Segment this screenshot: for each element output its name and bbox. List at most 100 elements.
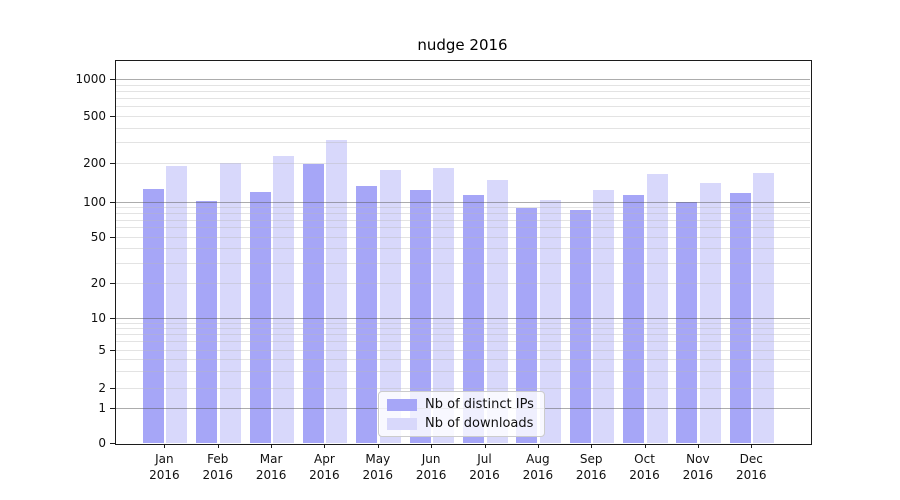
x-tick-label: Jul 2016 [469,452,500,482]
y-tick-label: 2 [98,381,106,396]
bar-aug-2016-downloads [539,200,561,443]
x-tick-mark [217,444,219,448]
y-tick-mark [110,388,115,390]
x-tick-label: Dec 2016 [735,452,767,482]
gridline-minor [115,84,810,86]
x-tick-label: Aug 2016 [522,452,554,482]
bar-mar-2016-distinct-ips [249,191,271,443]
bar-may-2016-downloads [379,169,401,443]
x-tick-label: Jun 2016 [415,452,447,482]
legend: Nb of distinct IPs Nb of downloads [378,391,545,437]
y-tick-label: 20 [90,276,106,291]
gridline-minor [115,349,810,351]
y-tick-mark [110,349,115,351]
bar-dec-2016-distinct-ips [729,192,751,443]
bar-dec-2016-downloads [753,172,775,443]
x-tick-mark [591,444,593,448]
y-tick-label: 10 [90,311,106,326]
x-tick-mark [377,444,379,448]
y-tick-label: 5 [98,342,106,357]
x-tick-mark [324,444,326,448]
bar-jan-2016-distinct-ips [142,189,164,443]
x-tick-mark [164,444,166,448]
y-tick-mark [110,283,115,285]
bar-nov-2016-downloads [699,182,721,443]
x-tick-label: Nov 2016 [682,452,714,482]
bar-sep-2016-downloads [593,190,615,443]
gridline-minor [115,248,810,250]
x-tick-label: Oct 2016 [629,452,660,482]
y-tick-mark [110,116,115,117]
x-tick-mark [751,444,753,448]
bar-mar-2016-downloads [273,156,295,443]
x-tick-mark [271,444,273,448]
legend-item-distinct-ips: Nb of distinct IPs [379,397,544,412]
bar-aug-2016-distinct-ips [516,207,538,443]
bar-jun-2016-distinct-ips [409,190,431,443]
bar-feb-2016-distinct-ips [196,200,218,443]
y-tick-mark [110,201,115,203]
gridline-minor [115,127,810,129]
gridline-major [115,201,810,203]
x-tick-mark [644,444,646,448]
x-tick-label: Jan 2016 [149,452,180,482]
x-tick-label: May 2016 [362,452,394,482]
bar-apr-2016-downloads [326,140,348,443]
gridline-minor [115,323,810,325]
y-tick-mark [110,408,115,410]
gridline-minor [115,283,810,285]
bar-oct-2016-downloads [646,174,668,443]
x-tick-label: Mar 2016 [255,452,287,482]
gridline-minor [115,371,810,373]
y-tick-mark [110,318,115,320]
gridline-minor [115,212,810,214]
bar-apr-2016-distinct-ips [302,163,324,443]
gridline-major [115,79,810,80]
bar-jan-2016-downloads [166,166,188,443]
x-tick-label: Apr 2016 [309,452,340,482]
gridline-major [115,318,810,320]
y-tick-mark [110,79,115,80]
gridline-minor [115,341,810,343]
bar-jul-2016-downloads [486,179,508,443]
y-tick-label: 200 [83,156,106,171]
y-tick-label: 1000 [75,72,106,86]
bar-nov-2016-distinct-ips [676,201,698,443]
x-tick-label: Sep 2016 [575,452,607,482]
y-tick-mark [110,163,115,165]
legend-item-downloads: Nb of downloads [379,416,544,431]
bar-sep-2016-distinct-ips [569,209,591,443]
x-tick-mark [484,444,486,448]
legend-swatch-distinct-ips [387,398,417,411]
x-tick-mark [431,444,433,448]
x-tick-mark [697,444,699,448]
gridline-minor [115,227,810,229]
legend-label-distinct-ips: Nb of distinct IPs [425,397,534,412]
y-tick-label: 50 [90,229,106,244]
gridline-minor [115,334,810,336]
chart-title: nudge 2016 [417,36,508,54]
x-tick-label: Feb 2016 [202,452,234,482]
bar-jun-2016-downloads [433,167,455,443]
y-tick-label: 0 [98,436,106,450]
gridline-minor [115,116,810,117]
gridline-minor [115,206,810,208]
bar-feb-2016-downloads [219,163,241,443]
y-tick-label: 1 [98,401,106,416]
gridline-minor [115,236,810,238]
x-tick-mark [537,444,539,448]
y-tick-mark [110,236,115,238]
legend-label-downloads: Nb of downloads [425,416,534,431]
y-tick-label: 100 [83,194,106,209]
gridline-minor [115,219,810,221]
bar-may-2016-distinct-ips [356,185,378,443]
gridline-minor [115,142,810,144]
gridline-minor [115,328,810,330]
gridline-minor [115,163,810,165]
gridline-minor [115,358,810,360]
gridline-minor [115,90,810,92]
gridline-minor [115,262,810,264]
y-tick-label: 500 [83,109,106,123]
gridline-minor [115,388,810,390]
